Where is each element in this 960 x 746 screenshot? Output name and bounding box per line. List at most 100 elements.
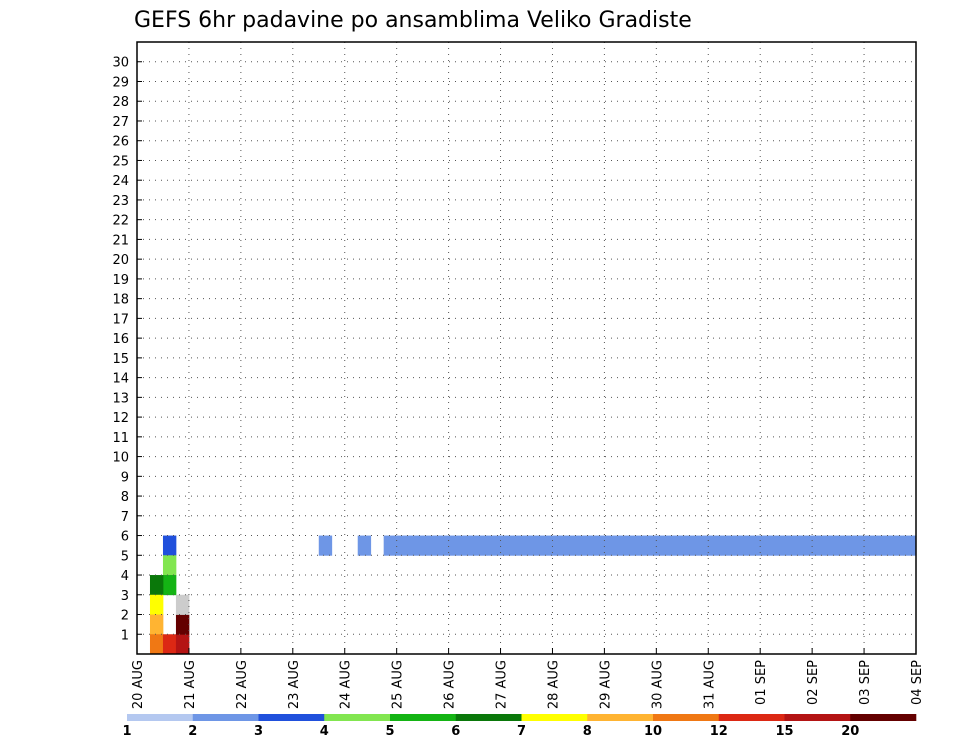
legend-label: 8 xyxy=(583,724,592,739)
heatmap-cell xyxy=(357,535,372,556)
heatmap-cell xyxy=(448,535,462,556)
heatmap-cell xyxy=(786,535,800,556)
heatmap-cell xyxy=(643,535,657,556)
y-tick-label: 13 xyxy=(112,391,129,406)
y-tick-label: 19 xyxy=(112,273,129,288)
heatmap-cell xyxy=(396,535,411,556)
heatmap-cell xyxy=(682,535,696,556)
cells-layer xyxy=(149,535,917,655)
x-axis: 20 AUG 21 AUG 22 AUG 23 AUG 24 AUG 25 AUG 26 A… xyxy=(131,648,925,709)
legend-label: 12 xyxy=(710,724,728,739)
heatmap-cell xyxy=(760,535,774,556)
x-tick-label: 02 SEP xyxy=(806,660,821,705)
heatmap-cell xyxy=(162,575,177,596)
legend-swatch xyxy=(653,714,720,721)
heatmap-cell xyxy=(149,575,164,596)
legend-swatch xyxy=(718,714,785,721)
heatmap-cell xyxy=(552,535,566,556)
legend-swatch xyxy=(390,714,457,721)
grid-layer xyxy=(137,42,916,654)
heatmap-cell xyxy=(149,594,164,615)
heatmap-cell xyxy=(175,594,190,615)
x-tick-label: 20 AUG xyxy=(131,660,146,709)
y-tick-label: 25 xyxy=(112,154,129,169)
heatmap-cell xyxy=(175,634,190,655)
legend: 1 2 3 4 5 6 7 8 10 12 15 20 xyxy=(122,714,917,739)
y-tick-label: 10 xyxy=(112,451,129,466)
y-tick-label: 23 xyxy=(112,194,129,209)
heatmap-cell xyxy=(864,535,878,556)
x-tick-label: 23 AUG xyxy=(287,660,302,709)
legend-label: 10 xyxy=(644,724,662,739)
x-tick-label: 31 AUG xyxy=(702,660,717,709)
y-tick-label: 17 xyxy=(112,312,129,327)
y-tick-label: 26 xyxy=(112,135,129,150)
legend-label: 20 xyxy=(841,724,859,739)
x-tick-label: 04 SEP xyxy=(910,660,925,705)
y-tick-label: 6 xyxy=(121,530,129,545)
legend-label: 5 xyxy=(385,724,394,739)
y-tick-label: 5 xyxy=(121,549,129,564)
x-tick-label: 03 SEP xyxy=(858,660,873,705)
heatmap-cell xyxy=(604,535,618,556)
heatmap-cell xyxy=(578,535,592,556)
heatmap-cell xyxy=(825,535,839,556)
y-tick-label: 4 xyxy=(121,569,129,584)
heatmap-cell xyxy=(799,535,813,556)
legend-label: 15 xyxy=(775,724,793,739)
heatmap-cell xyxy=(851,535,865,556)
y-tick-label: 2 xyxy=(121,609,129,624)
y-tick-label: 11 xyxy=(112,431,129,446)
heatmap-cell xyxy=(565,535,579,556)
y-tick-label: 22 xyxy=(112,214,129,229)
y-tick-label: 8 xyxy=(121,490,129,505)
heatmap-cell xyxy=(617,535,631,556)
x-tick-label: 30 AUG xyxy=(650,660,665,709)
heatmap-cell xyxy=(747,535,761,556)
y-tick-label: 28 xyxy=(112,95,129,110)
heatmap-cell xyxy=(877,535,891,556)
x-tick-label: 22 AUG xyxy=(235,660,250,709)
legend-swatch xyxy=(521,714,588,721)
heatmap-cell xyxy=(630,535,644,556)
heatmap-cell xyxy=(149,614,164,635)
x-tick-label: 27 AUG xyxy=(495,660,510,709)
heatmap-cell xyxy=(812,535,826,556)
y-tick-label: 12 xyxy=(112,411,129,426)
legend-label: 1 xyxy=(122,724,131,739)
legend-label: 4 xyxy=(320,724,329,739)
heatmap-cell xyxy=(318,535,333,556)
x-tick-label: 01 SEP xyxy=(754,660,769,705)
y-tick-label: 29 xyxy=(112,75,129,90)
heatmap-cell xyxy=(175,614,190,635)
plot-frame xyxy=(136,41,917,655)
legend-swatch xyxy=(850,714,917,721)
heatmap-cell xyxy=(708,535,722,556)
x-tick-label: 21 AUG xyxy=(183,660,198,709)
y-tick-label: 15 xyxy=(112,352,129,367)
heatmap-cell xyxy=(513,535,527,556)
legend-swatch xyxy=(127,714,194,721)
heatmap-cell xyxy=(409,535,424,556)
heatmap-cell xyxy=(162,555,177,576)
legend-swatch xyxy=(587,714,654,721)
legend-label: 3 xyxy=(254,724,263,739)
x-tick-label: 25 AUG xyxy=(391,660,406,709)
heatmap-cell xyxy=(721,535,735,556)
heatmap-cell xyxy=(383,535,398,556)
heatmap-cell xyxy=(162,634,177,655)
y-tick-label: 18 xyxy=(112,293,129,308)
y-tick-label: 1 xyxy=(121,628,129,643)
heatmap-cell xyxy=(890,535,904,556)
heatmap-cell xyxy=(500,535,514,556)
heatmap-cell xyxy=(149,634,164,655)
legend-swatch xyxy=(324,714,391,721)
heatmap-cell xyxy=(695,535,709,556)
x-tick-label: 28 AUG xyxy=(546,660,561,709)
legend-label: 2 xyxy=(188,724,197,739)
x-tick-label: 29 AUG xyxy=(598,660,613,709)
y-tick-label: 20 xyxy=(112,253,129,268)
heatmap-cell xyxy=(422,535,437,556)
legend-swatch xyxy=(784,714,851,721)
heatmap-cell xyxy=(526,535,540,556)
